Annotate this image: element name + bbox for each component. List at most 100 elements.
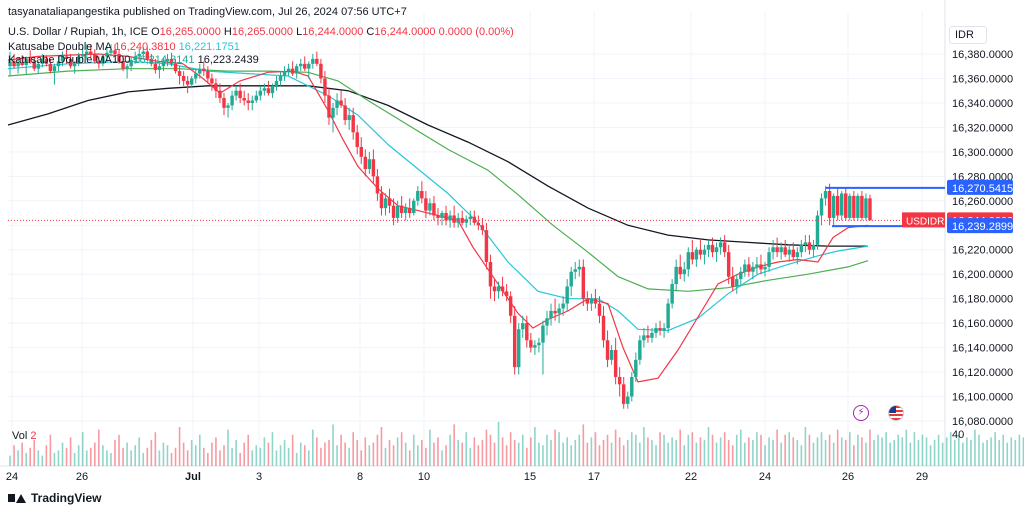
candle-body	[722, 242, 727, 253]
volume-bar	[352, 432, 354, 466]
indicator-2-value-2: 16,223.2439	[197, 54, 259, 66]
volume-bar	[618, 437, 621, 466]
volume-bar	[13, 445, 15, 466]
volume-bar	[73, 453, 76, 466]
candle-body	[250, 100, 254, 103]
volume-bar	[493, 442, 496, 466]
candle-body	[690, 252, 695, 260]
volume-bar	[33, 440, 36, 466]
candle-body	[472, 216, 477, 223]
volume-bar	[65, 447, 68, 466]
lower-tag: 16,239.2899	[952, 221, 1013, 233]
volume-bar	[223, 445, 225, 466]
time-axis[interactable]: 24 26 Jul 3 8 10 15 17 22 24 26 29	[6, 471, 928, 483]
candle-body	[803, 242, 808, 245]
candle-body	[64, 56, 69, 59]
candle-body	[634, 359, 638, 377]
volume-bar	[889, 442, 891, 466]
volume-bar	[521, 434, 524, 466]
candle-body	[517, 329, 521, 368]
candle-body	[682, 269, 686, 275]
flash-icon[interactable]: ⚡	[853, 405, 869, 421]
volume-bar	[853, 445, 855, 466]
candle-body	[327, 95, 331, 118]
candle-body	[819, 198, 824, 216]
candle-body	[856, 195, 860, 218]
volume-bar	[465, 432, 468, 466]
candle-body	[165, 58, 170, 62]
volume-bar	[17, 450, 19, 466]
volume-bar	[796, 440, 799, 466]
candle-body	[569, 271, 573, 287]
volume-bar	[344, 442, 346, 466]
volume-bar	[909, 442, 912, 466]
brand-name: TradingView	[31, 491, 102, 505]
us-flag-icon[interactable]	[888, 405, 904, 421]
volume-bar	[966, 437, 968, 466]
candle-body	[214, 83, 218, 91]
price-axis[interactable]: 16,380.0000 16,360.0000 16,340.0000 16,320.…	[952, 49, 1013, 441]
candle-body	[343, 105, 347, 121]
volume-bar	[695, 442, 698, 466]
candle-body	[387, 198, 392, 206]
candle-body	[311, 58, 315, 64]
candle-body	[484, 230, 489, 262]
candle-body	[666, 303, 670, 329]
open-value: 16,265.0000	[159, 26, 221, 38]
candle-body	[747, 264, 751, 272]
symbol-legend[interactable]: U.S. Dollar / Rupiah, 1h, ICE O16,265.00…	[8, 26, 514, 38]
candle-body	[444, 213, 448, 221]
volume-bar	[445, 445, 447, 466]
close-value: 16,244.0000	[374, 26, 436, 38]
candle-body	[508, 296, 513, 316]
volume-bar	[768, 437, 770, 466]
volume-bar	[336, 445, 338, 466]
volume-bar	[550, 440, 552, 466]
volume-bar	[182, 442, 185, 466]
candle-body	[363, 156, 368, 169]
candle-body	[597, 303, 602, 316]
indicator-1-value-1: 16,240.3810	[114, 41, 176, 53]
candle-body	[129, 60, 133, 67]
candle-body	[686, 252, 691, 270]
volume-bar	[534, 427, 536, 466]
candle-body	[795, 252, 800, 258]
volume-bar	[570, 445, 573, 466]
volume-bar	[457, 440, 459, 466]
indicator-legend-2[interactable]: Katusabe Double MA100 16,214.3141 16,223…	[8, 54, 259, 66]
candle-body	[101, 56, 105, 64]
volume-bar	[324, 442, 326, 466]
volume-bar	[429, 429, 431, 466]
volume-bar	[861, 437, 863, 466]
candle-body	[149, 58, 154, 64]
volume-bar	[215, 437, 217, 466]
indicator-legend-1[interactable]: Katusabe Double MA 16,240.3810 16,221.17…	[8, 41, 240, 53]
candle-body	[408, 208, 412, 214]
volume-legend[interactable]: Vol 2	[12, 430, 36, 442]
candle-body	[589, 298, 594, 304]
volume-bar	[873, 440, 875, 466]
currency-button[interactable]: IDR	[949, 26, 987, 44]
price-tick-label: 16,360.0000	[952, 73, 1013, 85]
volume-bar	[485, 429, 488, 466]
volume-bar	[663, 434, 665, 466]
volume-bar	[962, 442, 964, 466]
candle-body	[399, 205, 404, 214]
volume-bar	[953, 440, 956, 466]
volume-bar	[800, 445, 803, 466]
volume-bar	[505, 445, 508, 466]
change-value: 0.0000 (0.00%)	[438, 26, 514, 38]
volume-bar	[61, 442, 64, 466]
volume-bar	[659, 432, 661, 466]
tradingview-footer[interactable]: TradingView	[8, 491, 101, 505]
candle-body	[609, 350, 614, 360]
candle-body	[650, 332, 654, 338]
time-tick-label: 15	[524, 471, 536, 483]
candle-body	[743, 264, 747, 272]
volume-bar	[408, 450, 411, 466]
candle-body	[52, 66, 57, 72]
candle-body	[541, 325, 545, 343]
price-tick-label: 16,380.0000	[952, 49, 1013, 61]
